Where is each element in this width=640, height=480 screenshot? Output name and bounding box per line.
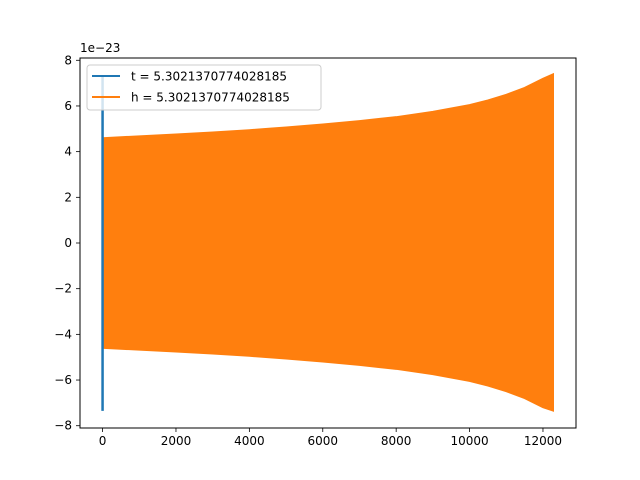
x-tick-label: 0	[99, 434, 107, 448]
y-tick-label: −2	[54, 282, 72, 296]
legend-entry-label: h = 5.3021370774028185	[131, 91, 290, 105]
y-tick-label: 8	[64, 53, 72, 67]
y-axis: −8 −6 −4 −2 0 2 4 6 8	[54, 53, 80, 433]
series-layer	[101, 72, 554, 412]
x-tick-label: 12000	[524, 434, 562, 448]
series-h-band	[101, 72, 554, 412]
x-tick-label: 10000	[450, 434, 488, 448]
y-tick-label: −4	[54, 327, 72, 341]
y-tick-label: 4	[64, 145, 72, 159]
y-offset-label: 1e−23	[80, 41, 120, 55]
y-tick-label: 2	[64, 190, 72, 204]
y-tick-label: 6	[64, 99, 72, 113]
y-tick-label: −8	[54, 419, 72, 433]
y-tick-label: −6	[54, 373, 72, 387]
x-tick-label: 4000	[234, 434, 265, 448]
legend-entry-label: t = 5.3021370774028185	[131, 70, 287, 84]
y-tick-label: 0	[64, 236, 72, 250]
legend-box	[86, 64, 322, 111]
x-tick-label: 6000	[307, 434, 338, 448]
x-tick-label: 8000	[381, 434, 412, 448]
legend: t = 5.3021370774028185 h = 5.302137077402…	[86, 64, 322, 111]
x-tick-label: 2000	[161, 434, 192, 448]
x-axis: 0 2000 4000 6000 8000 10000 12000	[99, 428, 562, 448]
